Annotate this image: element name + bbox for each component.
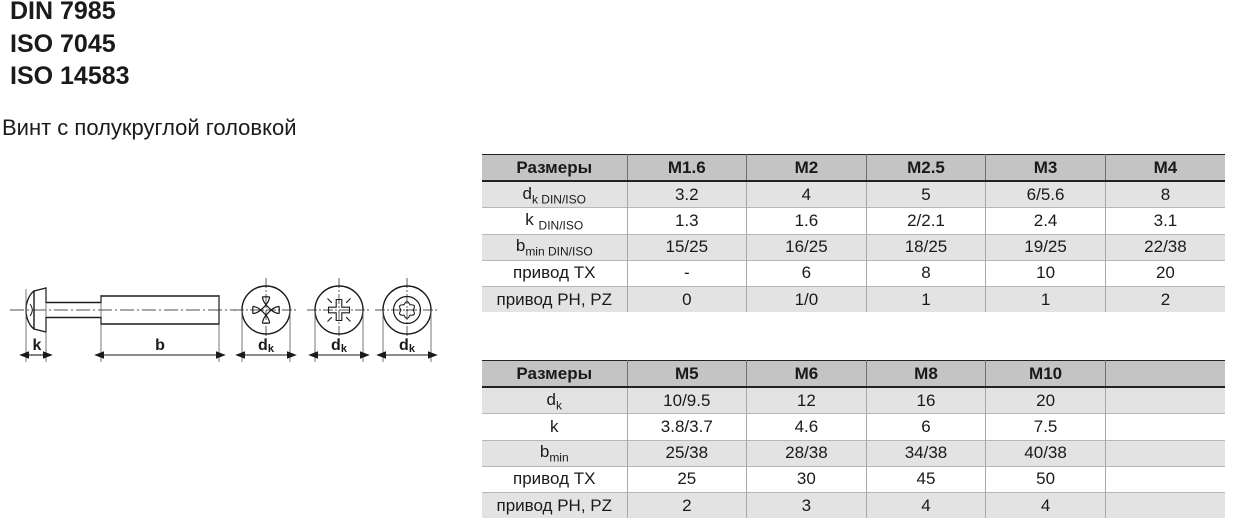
svg-text:dk: dk [258, 337, 275, 355]
svg-text:k: k [33, 337, 42, 354]
svg-text:b: b [155, 337, 165, 354]
svg-text:dk: dk [399, 337, 416, 355]
svg-text:dk: dk [331, 337, 348, 355]
